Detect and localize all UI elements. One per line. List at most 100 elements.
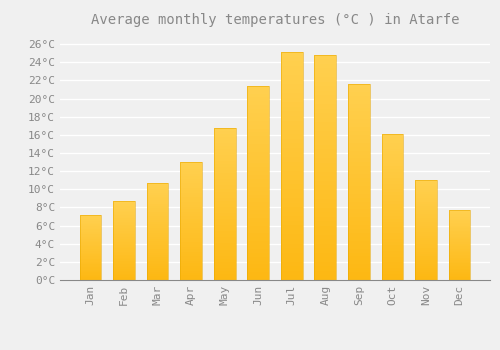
Bar: [415, 244, 437, 246]
Bar: [80, 267, 102, 268]
Bar: [180, 190, 202, 193]
Bar: [281, 120, 302, 125]
Bar: [382, 198, 404, 201]
Bar: [448, 262, 470, 263]
Bar: [415, 230, 437, 232]
Bar: [314, 235, 336, 239]
Bar: [281, 180, 302, 184]
Bar: [113, 252, 135, 253]
Bar: [314, 60, 336, 64]
Bar: [80, 223, 102, 224]
Bar: [382, 193, 404, 195]
Bar: [146, 193, 169, 195]
Bar: [248, 179, 269, 183]
Bar: [180, 271, 202, 273]
Bar: [180, 249, 202, 252]
Bar: [180, 219, 202, 221]
Bar: [314, 55, 336, 60]
Bar: [214, 189, 236, 191]
Bar: [248, 93, 269, 97]
Bar: [448, 217, 470, 218]
Bar: [382, 134, 404, 137]
Bar: [80, 238, 102, 239]
Bar: [248, 268, 269, 272]
Bar: [415, 194, 437, 196]
Bar: [214, 170, 236, 173]
Bar: [113, 201, 135, 280]
Bar: [415, 182, 437, 184]
Bar: [314, 113, 336, 118]
Bar: [146, 214, 169, 216]
Bar: [448, 214, 470, 216]
Bar: [180, 164, 202, 167]
Bar: [80, 221, 102, 223]
Bar: [415, 202, 437, 204]
Bar: [348, 194, 370, 198]
Bar: [448, 276, 470, 277]
Bar: [415, 210, 437, 212]
Bar: [146, 233, 169, 235]
Bar: [281, 239, 302, 244]
Bar: [113, 269, 135, 271]
Bar: [314, 69, 336, 73]
Bar: [248, 245, 269, 249]
Bar: [448, 263, 470, 265]
Bar: [248, 144, 269, 148]
Bar: [248, 167, 269, 171]
Bar: [248, 198, 269, 202]
Bar: [180, 193, 202, 195]
Bar: [80, 245, 102, 246]
Bar: [113, 220, 135, 222]
Bar: [214, 127, 236, 131]
Bar: [348, 217, 370, 221]
Bar: [281, 166, 302, 171]
Bar: [382, 260, 404, 262]
Bar: [146, 235, 169, 237]
Bar: [80, 233, 102, 234]
Bar: [248, 202, 269, 206]
Bar: [314, 154, 336, 159]
Bar: [180, 167, 202, 169]
Bar: [214, 222, 236, 225]
Bar: [214, 228, 236, 231]
Bar: [248, 102, 269, 105]
Bar: [113, 230, 135, 231]
Bar: [314, 199, 336, 203]
Bar: [80, 247, 102, 248]
Bar: [415, 220, 437, 222]
Bar: [314, 77, 336, 82]
Bar: [214, 158, 236, 161]
Bar: [113, 209, 135, 211]
Bar: [146, 278, 169, 280]
Bar: [448, 241, 470, 242]
Bar: [180, 266, 202, 268]
Bar: [80, 273, 102, 275]
Bar: [382, 224, 404, 228]
Bar: [415, 240, 437, 242]
Bar: [415, 188, 437, 190]
Bar: [146, 231, 169, 233]
Bar: [448, 239, 470, 241]
Bar: [180, 264, 202, 266]
Bar: [113, 275, 135, 277]
Bar: [448, 213, 470, 214]
Bar: [314, 55, 336, 280]
Bar: [382, 254, 404, 257]
Bar: [80, 241, 102, 242]
Bar: [180, 204, 202, 207]
Bar: [415, 234, 437, 236]
Bar: [348, 272, 370, 276]
Bar: [382, 148, 404, 152]
Bar: [113, 264, 135, 266]
Bar: [382, 242, 404, 245]
Bar: [314, 168, 336, 172]
Bar: [180, 181, 202, 183]
Bar: [314, 100, 336, 104]
Bar: [180, 268, 202, 271]
Bar: [146, 222, 169, 224]
Bar: [415, 238, 437, 240]
Bar: [448, 210, 470, 211]
Bar: [415, 258, 437, 260]
Bar: [448, 232, 470, 234]
Bar: [348, 174, 370, 178]
